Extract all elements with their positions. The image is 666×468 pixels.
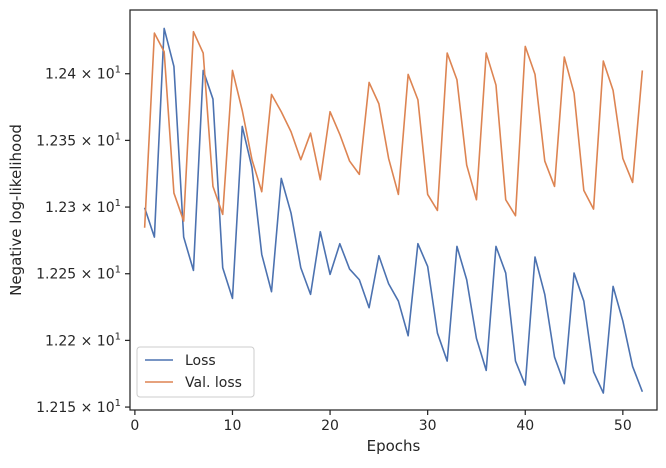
series-line-val-loss bbox=[143, 30, 644, 228]
y-tick-label: 1.24 × 101 bbox=[45, 65, 121, 83]
x-tick-label: 20 bbox=[321, 418, 339, 434]
series-line-loss bbox=[143, 27, 644, 394]
y-tick-label: 1.235 × 101 bbox=[36, 131, 121, 149]
y-tick-label: 1.225 × 101 bbox=[36, 265, 121, 283]
plot-area bbox=[143, 27, 644, 394]
x-tick-label: 0 bbox=[130, 418, 139, 434]
y-tick-label: 1.23 × 101 bbox=[45, 198, 121, 216]
legend-label: Loss bbox=[185, 353, 216, 369]
x-axis-label: Epochs bbox=[367, 437, 421, 455]
y-tick-label: 1.215 × 101 bbox=[36, 398, 121, 416]
legend: Loss Val. loss bbox=[136, 346, 255, 398]
y-tick-label: 1.22 × 101 bbox=[45, 331, 121, 349]
axes-frame bbox=[129, 9, 658, 411]
x-tick-label: 50 bbox=[614, 418, 632, 434]
x-axis: 0 10 20 30 40 50 bbox=[130, 410, 632, 434]
y-axis-label: Negative log-likelihood bbox=[7, 124, 25, 296]
x-tick-label: 40 bbox=[516, 418, 534, 434]
y-axis: 1.215 × 101 1.22 × 101 1.225 × 101 1.23 × 1… bbox=[36, 65, 130, 416]
legend-label: Val. loss bbox=[185, 375, 242, 391]
x-tick-label: 10 bbox=[224, 418, 242, 434]
x-tick-label: 30 bbox=[419, 418, 437, 434]
